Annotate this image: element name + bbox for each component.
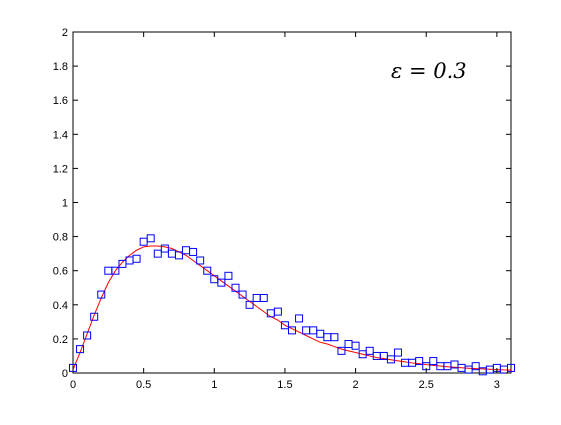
y-tick-label: 1.2	[53, 163, 68, 175]
x-tick-label: 3	[494, 379, 500, 391]
data-point-marker	[174, 251, 183, 260]
data-point-marker	[393, 348, 402, 357]
data-point-marker	[330, 333, 339, 342]
data-point-marker	[337, 346, 346, 355]
data-point-marker	[280, 321, 289, 330]
data-point-marker	[507, 363, 515, 372]
data-point-marker	[351, 341, 360, 350]
data-point-marker	[111, 266, 120, 275]
data-point-marker	[429, 357, 438, 366]
y-tick-label: 0.8	[53, 232, 68, 244]
data-point-marker	[203, 266, 212, 275]
data-point-marker	[238, 290, 247, 299]
epsilon-annotation: ε = 0.3	[391, 59, 467, 83]
data-point-marker	[76, 345, 85, 354]
data-point-marker	[231, 283, 240, 292]
x-tick-label: 2	[353, 379, 359, 391]
data-point-marker	[259, 293, 268, 302]
data-point-marker	[146, 234, 155, 243]
plot-frame	[72, 31, 512, 374]
data-point-marker	[224, 271, 233, 280]
data-point-marker	[196, 256, 205, 265]
y-tick-label: 0	[62, 368, 68, 380]
data-point-marker	[386, 355, 395, 364]
data-point-marker	[132, 254, 141, 263]
y-tick-label: 1.8	[53, 61, 68, 73]
x-tick-label: 0	[70, 379, 76, 391]
y-tick-label: 2	[62, 27, 68, 39]
marker-layer	[69, 234, 515, 376]
y-tick-label: 0.4	[53, 300, 68, 312]
data-point-marker	[217, 278, 226, 287]
y-tick-label: 1	[62, 198, 68, 210]
axes	[72, 31, 512, 374]
x-tick-label: 1	[211, 379, 217, 391]
data-point-marker	[160, 244, 169, 253]
data-point-marker	[295, 314, 304, 323]
x-tick-label: 2.5	[419, 379, 434, 391]
data-point-marker	[83, 331, 92, 340]
x-tick-label: 1.5	[277, 379, 292, 391]
y-tick-label: 0.2	[53, 334, 68, 346]
data-point-marker	[97, 290, 106, 299]
data-point-marker	[415, 357, 424, 366]
tick-layer: 0 0.5 1 1.5 2 2.5 3 0 0.2 0.4 0.6 0.8 1 1.2 1.4 1.6 1.8 2	[53, 27, 511, 391]
data-point-marker	[288, 326, 296, 335]
data-point-marker	[245, 300, 254, 309]
fit-curve-layer	[72, 245, 512, 371]
y-tick-label: 0.6	[53, 266, 68, 278]
fit-curve	[72, 245, 512, 371]
data-point-marker	[273, 307, 282, 316]
data-point-marker	[365, 346, 374, 355]
data-point-marker	[471, 362, 480, 371]
y-tick-label: 1.6	[53, 95, 68, 107]
y-tick-label: 1.4	[53, 129, 68, 141]
data-point-marker	[153, 249, 162, 258]
x-tick-label: 0.5	[136, 379, 151, 391]
data-point-marker	[189, 247, 198, 256]
data-point-marker	[90, 312, 99, 321]
